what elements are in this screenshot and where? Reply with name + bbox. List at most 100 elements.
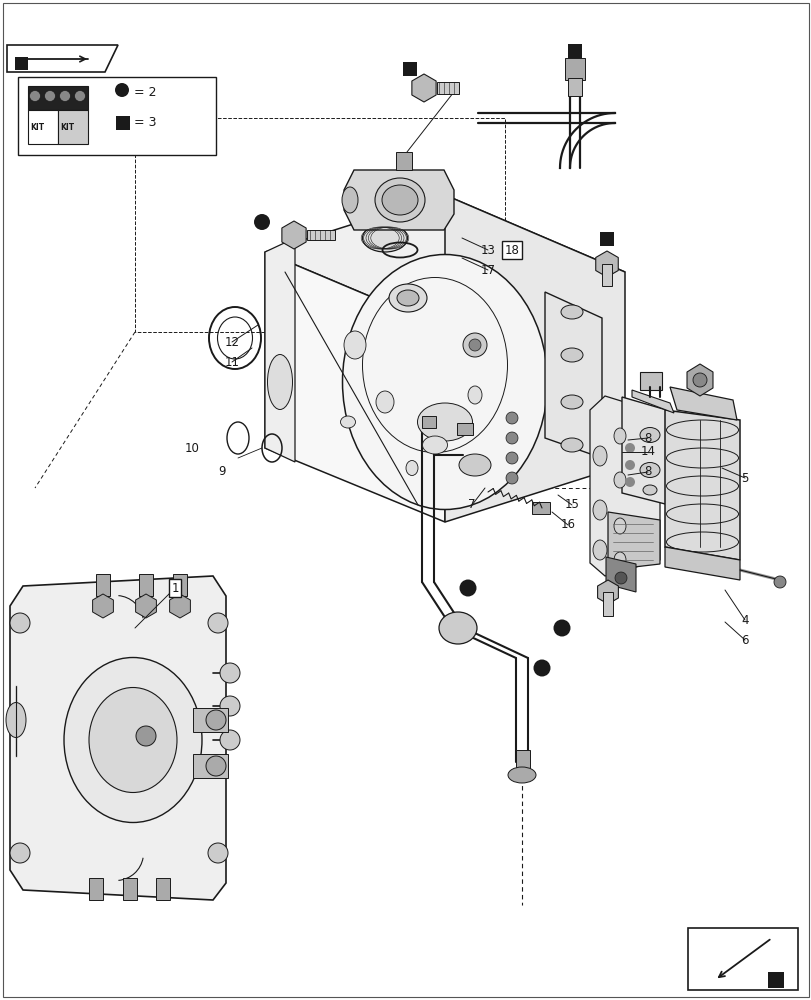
Ellipse shape (422, 436, 447, 454)
Circle shape (462, 333, 487, 357)
Circle shape (10, 613, 30, 633)
Ellipse shape (613, 552, 625, 568)
Bar (396, 152, 411, 170)
Polygon shape (669, 387, 736, 420)
Text: 18: 18 (504, 243, 519, 256)
Ellipse shape (508, 767, 535, 783)
Ellipse shape (613, 428, 625, 444)
Text: = 3: = 3 (134, 116, 157, 129)
Bar (15, 57, 28, 70)
Bar (515, 750, 530, 770)
Circle shape (505, 412, 517, 424)
Circle shape (45, 90, 55, 102)
Bar (436, 82, 458, 94)
Circle shape (624, 477, 634, 487)
Polygon shape (595, 251, 617, 277)
Text: KIT: KIT (60, 123, 74, 132)
Text: 12: 12 (224, 336, 239, 349)
Polygon shape (135, 594, 157, 618)
Ellipse shape (560, 305, 582, 319)
Circle shape (29, 90, 41, 102)
Ellipse shape (89, 687, 177, 792)
Circle shape (692, 373, 706, 387)
Ellipse shape (64, 657, 202, 822)
Text: 13: 13 (480, 243, 495, 256)
Text: 15: 15 (564, 498, 579, 511)
Ellipse shape (406, 460, 418, 475)
Text: 17: 17 (480, 263, 495, 276)
Polygon shape (631, 390, 673, 413)
Bar (89, 878, 103, 900)
Text: 8: 8 (643, 465, 651, 478)
Ellipse shape (206, 710, 225, 730)
Ellipse shape (439, 612, 476, 644)
Polygon shape (687, 928, 797, 990)
Ellipse shape (375, 178, 424, 222)
Ellipse shape (340, 416, 355, 428)
Circle shape (469, 339, 480, 351)
Polygon shape (281, 221, 306, 249)
Bar (422, 416, 436, 428)
Text: 9: 9 (218, 465, 225, 478)
Ellipse shape (560, 438, 582, 452)
Ellipse shape (560, 395, 582, 409)
Polygon shape (344, 170, 453, 230)
Circle shape (505, 432, 517, 444)
Bar (18, 77, 216, 155)
Circle shape (220, 696, 240, 716)
Circle shape (459, 579, 476, 596)
Text: 7: 7 (468, 498, 475, 511)
Bar (531, 502, 549, 514)
Polygon shape (590, 396, 659, 576)
Polygon shape (92, 594, 114, 618)
Text: 16: 16 (560, 518, 575, 531)
Text: KIT: KIT (30, 123, 44, 132)
Polygon shape (264, 195, 624, 328)
Polygon shape (58, 110, 88, 144)
Polygon shape (28, 86, 88, 110)
Polygon shape (664, 410, 739, 560)
Ellipse shape (458, 454, 491, 476)
Circle shape (773, 576, 785, 588)
Circle shape (553, 619, 570, 636)
Bar (601, 264, 611, 286)
Polygon shape (264, 252, 444, 522)
Ellipse shape (381, 185, 418, 215)
Text: 4: 4 (740, 613, 748, 626)
Bar (402, 62, 417, 76)
Circle shape (220, 730, 240, 750)
Bar (599, 232, 613, 246)
Polygon shape (264, 238, 294, 462)
Circle shape (220, 663, 240, 683)
Bar (156, 878, 169, 900)
Text: = 2: = 2 (134, 86, 157, 99)
Text: 8: 8 (643, 432, 651, 444)
Ellipse shape (206, 756, 225, 776)
Ellipse shape (613, 518, 625, 534)
Circle shape (135, 726, 156, 746)
Circle shape (533, 660, 550, 676)
Ellipse shape (397, 290, 418, 306)
Polygon shape (664, 547, 739, 580)
Polygon shape (597, 580, 618, 604)
Text: 10: 10 (184, 442, 200, 454)
Ellipse shape (341, 187, 358, 213)
Polygon shape (10, 576, 225, 900)
Polygon shape (605, 557, 635, 592)
Ellipse shape (6, 702, 26, 737)
Bar (139, 574, 152, 596)
Ellipse shape (642, 485, 656, 495)
Ellipse shape (388, 284, 427, 312)
Bar (568, 78, 581, 96)
Ellipse shape (639, 428, 659, 442)
Circle shape (208, 613, 228, 633)
Text: 5: 5 (740, 472, 748, 485)
Polygon shape (686, 364, 712, 396)
Polygon shape (621, 397, 683, 507)
Bar (568, 44, 581, 58)
Text: 14: 14 (640, 445, 654, 458)
Polygon shape (544, 292, 601, 458)
Ellipse shape (267, 355, 292, 410)
Ellipse shape (613, 472, 625, 488)
Circle shape (505, 472, 517, 484)
